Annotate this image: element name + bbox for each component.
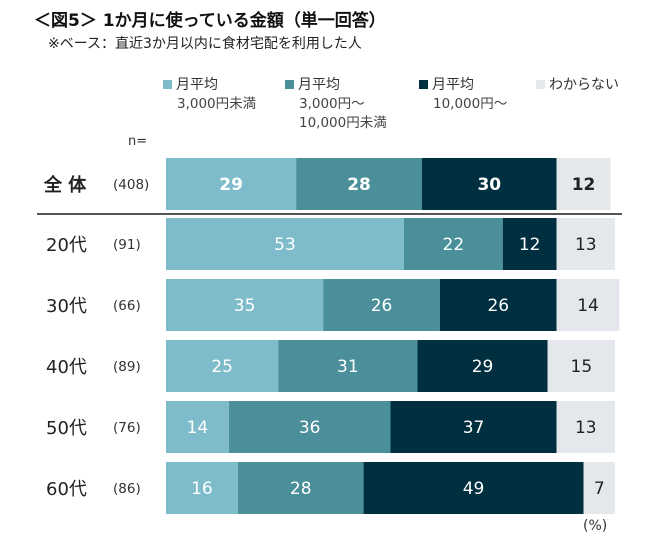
legend-label: 月平均 — [298, 77, 340, 93]
legend-swatch — [163, 79, 172, 89]
bar-value-label: 30 — [477, 175, 501, 195]
legend-item-unknown: わからない — [536, 76, 619, 95]
bar-value-label: 25 — [211, 357, 233, 377]
legend-label: 月平均 — [432, 77, 474, 93]
bar-segment — [502, 218, 557, 270]
chart-title: ＜図5＞ 1か月に使っている金額（単一回答） — [34, 11, 386, 31]
bar-value-label: 13 — [575, 418, 597, 438]
legend-item-under-3000: 月平均 3,000円未満 — [163, 76, 256, 114]
bar-value-label: 35 — [234, 296, 256, 316]
n-value-label: (91) — [113, 237, 141, 253]
n-value-label: (86) — [113, 481, 141, 497]
legend-sublabel: 3,000円未満 — [177, 96, 257, 112]
bar-value-label: 12 — [572, 175, 596, 195]
legend-sublabel: 10,000円～ — [433, 96, 508, 112]
bar-value-label: 31 — [337, 357, 359, 377]
bar-segment — [556, 158, 611, 210]
n-value-label: (89) — [113, 359, 141, 375]
bar-segment — [556, 218, 615, 270]
category-label: 40代 — [46, 357, 87, 378]
bar-segment — [439, 279, 557, 331]
bar-value-label: 14 — [187, 418, 209, 438]
n-value-label: (408) — [113, 177, 149, 193]
bar-value-label: 53 — [274, 235, 296, 255]
bar-segment — [166, 279, 324, 331]
bar-segment — [228, 401, 391, 453]
bar-segment — [556, 279, 620, 331]
bar-value-label: 26 — [371, 296, 393, 316]
bar-segment — [421, 158, 557, 210]
n-value-label: (66) — [113, 298, 141, 314]
bar-value-label: 36 — [299, 418, 321, 438]
bar-segment — [390, 401, 557, 453]
bar-segment — [363, 462, 584, 514]
legend-swatch — [536, 79, 545, 89]
bar-value-label: 37 — [463, 418, 485, 438]
bar-value-label: 15 — [571, 357, 593, 377]
bar-value-label: 29 — [219, 175, 243, 195]
bar-segment — [417, 340, 548, 392]
unit-label: (%) — [583, 518, 608, 534]
bar-value-label: 28 — [290, 479, 312, 499]
bar-segment — [166, 340, 279, 392]
n-value-label: (76) — [113, 420, 141, 436]
chart-subtitle: ※ベース：直近3か月以内に食材宅配を利用した人 — [48, 36, 362, 52]
bar-value-label: 29 — [472, 357, 494, 377]
legend-swatch — [285, 79, 294, 89]
bar-value-label: 14 — [577, 296, 599, 316]
bar-segment — [583, 462, 615, 514]
bar-value-label: 7 — [594, 479, 605, 499]
legend-item-over-10000: 月平均 10,000円～ — [419, 76, 507, 114]
bar-segment — [278, 340, 418, 392]
legend-sublabel: 10,000円未満 — [299, 115, 387, 131]
bar-segment — [237, 462, 364, 514]
bar-value-label: 16 — [191, 479, 213, 499]
bar-segment — [547, 340, 615, 392]
legend-label: わからない — [549, 77, 619, 93]
category-label-total: 全 体 — [43, 174, 87, 196]
category-label: 20代 — [46, 235, 87, 256]
bar-segment — [166, 218, 404, 270]
category-label: 60代 — [46, 479, 87, 500]
bar-segment — [296, 158, 422, 210]
n-label: n= — [128, 134, 148, 149]
bar-value-label: 28 — [347, 175, 371, 195]
bar-segment — [556, 401, 615, 453]
bar-segment — [323, 279, 440, 331]
bar-segment — [166, 158, 297, 210]
bar-value-label: 22 — [443, 235, 465, 255]
bar-value-label: 49 — [463, 479, 485, 499]
bar-value-label: 26 — [487, 296, 509, 316]
legend-swatch — [419, 79, 428, 89]
bar-value-label: 13 — [575, 235, 597, 255]
bar-value-label: 12 — [519, 235, 541, 255]
bar-segment — [403, 218, 503, 270]
bar-segment — [166, 401, 229, 453]
category-label: 30代 — [46, 296, 87, 317]
legend-label: 月平均 — [176, 77, 218, 93]
legend-item-3000-10000: 月平均 3,000円～ 10,000円未満 — [285, 76, 387, 133]
category-label: 50代 — [46, 418, 87, 439]
bar-segment — [166, 462, 238, 514]
legend-sublabel: 3,000円～ — [299, 96, 365, 112]
